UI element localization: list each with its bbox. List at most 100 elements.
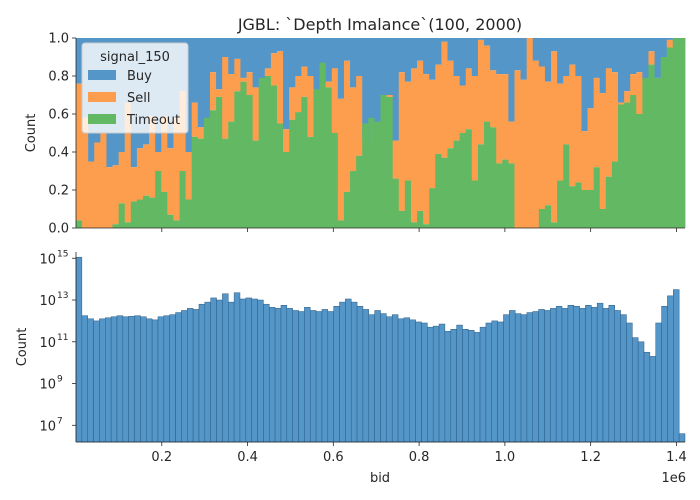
top-bar-timeout	[362, 123, 369, 228]
bottom-bar	[456, 324, 463, 443]
top-bar-sell	[563, 76, 570, 145]
bottom-bar	[678, 433, 686, 443]
top-bar-sell	[112, 165, 120, 225]
top-bar-sell	[124, 102, 132, 223]
bottom-bar	[620, 314, 627, 443]
top-bar-timeout	[404, 180, 412, 228]
top-bar-buy	[471, 38, 479, 76]
top-bar-timeout	[234, 91, 241, 228]
top-bar-buy	[228, 38, 235, 75]
top-y-label: Count	[24, 114, 39, 153]
top-bar-buy	[270, 38, 278, 54]
bottom-bar	[602, 308, 610, 443]
top-bar-buy	[380, 38, 387, 132]
bottom-bar	[380, 313, 387, 443]
bottom-bar	[462, 329, 469, 443]
top-bar-sell	[593, 77, 601, 168]
bottom-bar	[632, 337, 639, 443]
bottom-bar	[356, 306, 364, 443]
top-bar-buy	[502, 38, 509, 75]
bottom-bar	[538, 309, 545, 443]
top-bar-buy	[551, 38, 558, 52]
bottom-bar	[667, 295, 674, 443]
top-bar-sell	[155, 152, 162, 171]
bottom-bar	[550, 308, 557, 443]
legend-swatch-buy	[88, 70, 116, 80]
top-bar-buy	[240, 38, 247, 78]
top-bar-sell	[289, 87, 296, 120]
top-bar-timeout	[496, 163, 503, 228]
top-bar-sell	[508, 121, 515, 164]
top-bar-timeout	[270, 85, 278, 228]
top-bar-timeout	[630, 95, 637, 228]
top-bar-buy	[289, 38, 296, 88]
top-bar-timeout	[258, 77, 266, 229]
bottom-bar	[444, 331, 452, 443]
top-bar-sell	[88, 161, 95, 228]
top-bar-buy	[520, 38, 528, 80]
top-bar-buy	[343, 38, 351, 61]
bottom-bar	[438, 323, 446, 443]
top-bar-timeout	[624, 102, 631, 228]
top-bar-timeout	[240, 81, 247, 228]
top-bar-timeout	[465, 129, 473, 228]
top-bar-timeout	[252, 140, 260, 228]
bottom-bar	[233, 292, 241, 443]
bottom-bar	[163, 315, 170, 443]
bottom-x-axis: 0.2 0.4 0.6 0.8 1.0 1.2 1.4	[151, 442, 687, 465]
bottom-bar	[643, 351, 651, 443]
bottom-bar	[386, 316, 393, 443]
bottom-bar	[87, 318, 94, 443]
top-bar-buy	[636, 38, 643, 73]
top-bar-sell	[611, 72, 619, 162]
bottom-bar	[661, 306, 668, 443]
top-bar-sell	[270, 53, 278, 86]
bottom-bar	[134, 315, 141, 443]
top-bar-sell	[587, 108, 595, 190]
bottom-bar	[245, 297, 252, 443]
top-bar-timeout	[185, 199, 193, 228]
bottom-y-label: Count	[15, 328, 30, 367]
bottom-y-tick-exponent: 13	[57, 291, 68, 301]
bottom-bar	[362, 309, 370, 443]
top-bar-timeout	[374, 121, 381, 228]
bottom-y-tick-label: 10	[39, 252, 56, 267]
bottom-bar	[579, 308, 586, 443]
top-bar-timeout	[161, 191, 168, 228]
top-bar-sell	[94, 142, 101, 228]
top-bar-timeout	[246, 95, 254, 228]
top-bar-timeout	[605, 176, 613, 228]
bottom-bar	[274, 308, 282, 443]
bottom-bar	[555, 306, 563, 443]
top-bar-sell	[477, 39, 485, 145]
top-bar-sell	[173, 117, 180, 221]
top-bar-sell	[502, 74, 509, 160]
top-bar-sell	[581, 131, 588, 190]
top-bar-sell	[465, 68, 473, 130]
bottom-bar	[81, 315, 88, 443]
bottom-bar	[655, 322, 662, 443]
top-bar-buy	[605, 38, 613, 69]
bottom-bar	[397, 318, 405, 443]
bottom-bar	[491, 320, 498, 443]
top-bar-sell	[356, 76, 363, 156]
top-bar-sell	[666, 39, 674, 48]
bottom-x-tick-label: 0.2	[151, 450, 172, 465]
top-bar-sell	[191, 102, 199, 137]
top-bar-timeout	[502, 159, 509, 228]
top-bar-timeout	[191, 136, 199, 228]
top-bar-sell	[490, 70, 497, 128]
top-bar-buy	[435, 38, 442, 65]
bottom-y-tick-label: 10	[39, 378, 56, 393]
top-bar-timeout	[167, 214, 174, 228]
bottom-bar	[239, 298, 247, 443]
top-bar-buy	[295, 38, 302, 76]
top-bar-timeout	[228, 121, 235, 228]
bottom-y-tick-exponent: 15	[57, 249, 68, 259]
top-bar-sell	[447, 60, 454, 149]
top-bar-buy	[618, 38, 625, 103]
top-bar-buy	[532, 38, 540, 61]
top-bar-sell	[630, 74, 637, 95]
bottom-bar	[157, 316, 165, 443]
top-bar-timeout	[173, 220, 180, 228]
